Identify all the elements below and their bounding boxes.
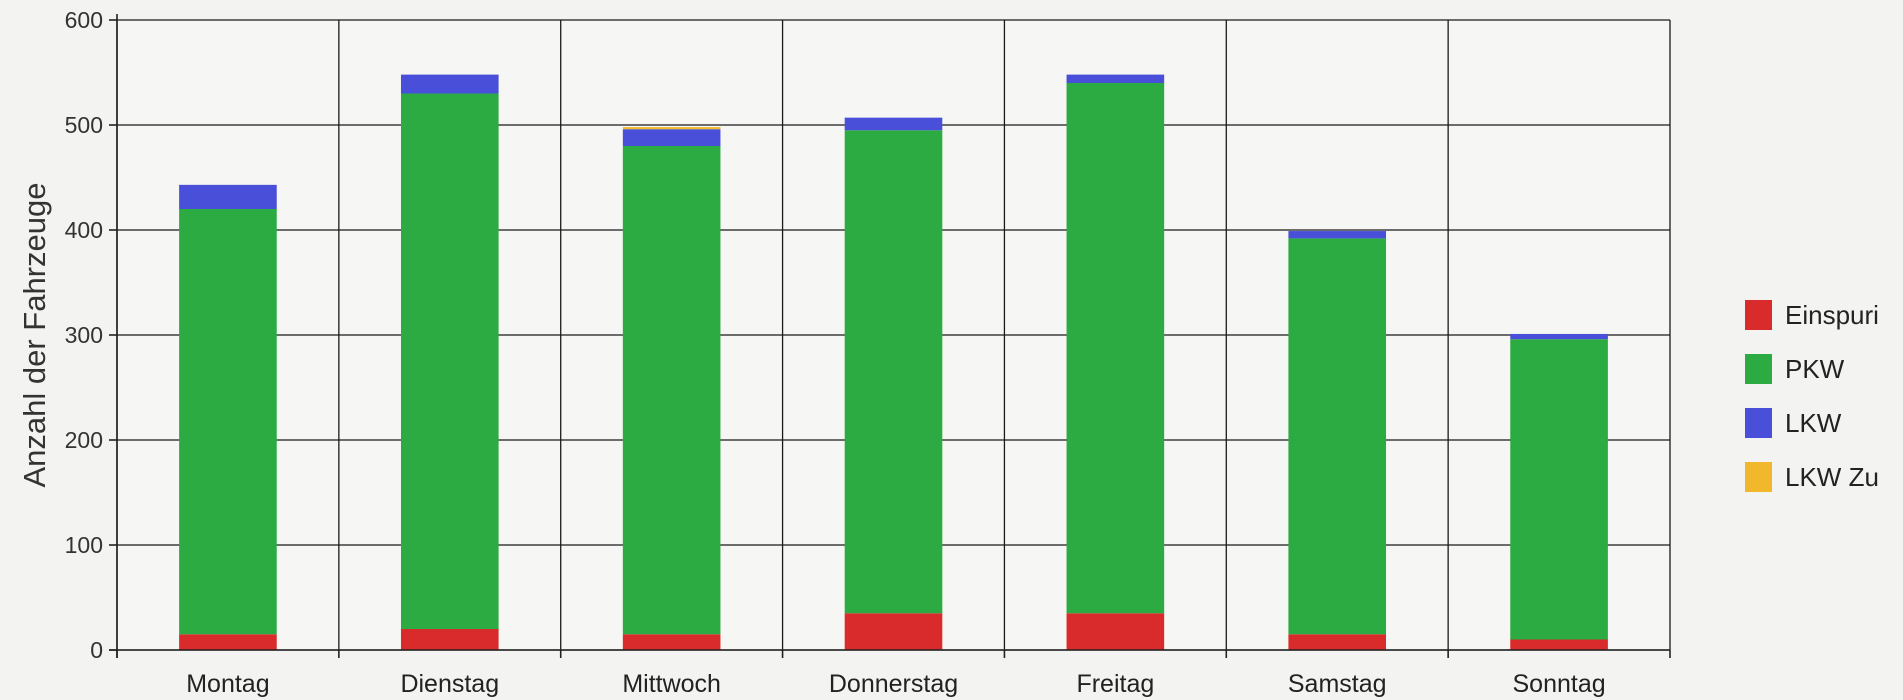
bar-segment [1510, 639, 1608, 650]
bars [179, 74, 1608, 650]
bar-segment [844, 613, 943, 650]
x-tick-label: Montag [186, 670, 269, 698]
bar-segment [1510, 339, 1608, 640]
y-axis-label: Anzahl der Fahrzeuge [17, 182, 52, 487]
x-tick-label: Freitag [1076, 670, 1154, 698]
y-tick-label: 300 [65, 322, 103, 348]
bar-segment [622, 129, 721, 146]
bar-segment [1066, 83, 1165, 614]
bar-segment [1288, 238, 1387, 635]
bar-segment [1288, 634, 1387, 650]
bar-segment [622, 634, 721, 650]
y-tick-label: 200 [65, 427, 103, 453]
x-tick-label: Mittwoch [622, 670, 721, 698]
x-tick-label: Dienstag [400, 670, 499, 698]
legend-swatch [1745, 354, 1772, 384]
legend-label: LKW [1785, 408, 1842, 438]
bar-segment [400, 629, 499, 650]
x-tick-label: Sonntag [1513, 670, 1606, 698]
x-tick-label: Donnerstag [829, 670, 958, 698]
bar-segment [1510, 333, 1608, 340]
legend-swatch [1745, 462, 1772, 492]
legend-label: PKW [1785, 354, 1845, 384]
bar-segment [400, 74, 499, 94]
bar-segment [844, 130, 943, 614]
bar-segment [622, 146, 721, 635]
legend-label: Einspuri [1785, 300, 1879, 330]
bar-segment [179, 209, 277, 635]
legend: Einspuri PKW LKW LKW Zu [1745, 300, 1879, 492]
legend-swatch [1745, 408, 1772, 438]
x-tick-labels: Montag Dienstag Mittwoch Donnerstag Freitag S… [186, 670, 1605, 698]
bar-segment [179, 634, 277, 650]
y-tick-label: 0 [90, 637, 103, 663]
bar-segment [1066, 613, 1165, 650]
bar-segment [1288, 231, 1387, 239]
axes [109, 14, 1671, 658]
y-tick-label: 500 [65, 112, 103, 138]
legend-label: LKW Zu [1785, 462, 1879, 492]
bar-segment [622, 127, 721, 130]
bar-segment [1066, 74, 1165, 83]
bar-segment [844, 117, 943, 131]
x-tick-label: Samstag [1288, 670, 1387, 698]
y-tick-label: 100 [65, 532, 103, 558]
y-tick-label: 600 [65, 7, 103, 33]
y-tick-label: 400 [65, 217, 103, 243]
bar-segment [400, 93, 499, 629]
legend-swatch [1745, 300, 1772, 330]
y-tick-labels: 0 100 200 300 400 500 600 [65, 7, 103, 663]
bar-segment [179, 184, 277, 209]
